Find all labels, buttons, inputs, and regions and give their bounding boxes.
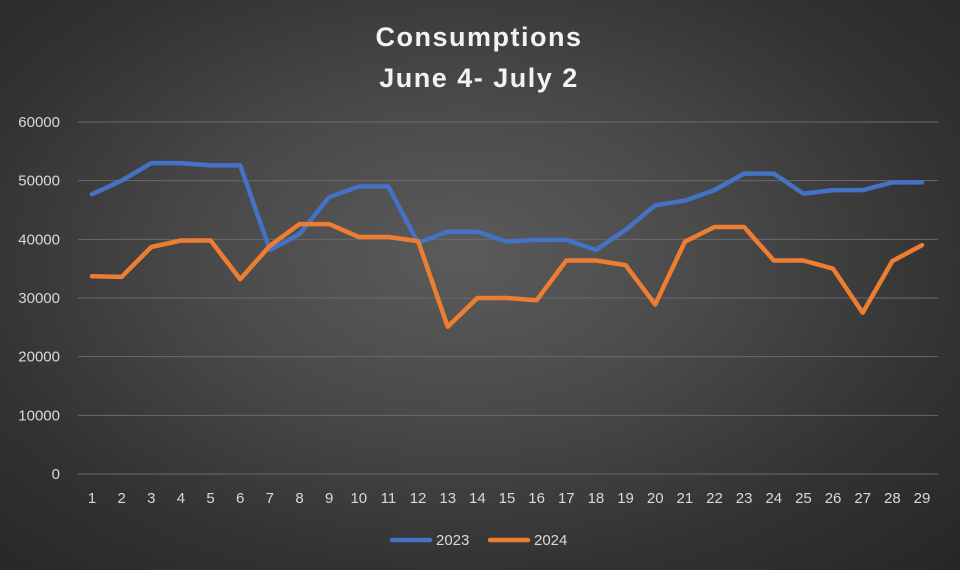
x-tick-label: 22 bbox=[706, 490, 723, 507]
x-tick-label: 14 bbox=[469, 490, 486, 507]
x-tick-label: 16 bbox=[528, 490, 545, 507]
x-axis-tick-labels: 1 2 3 4 5 6 7 8 9 10 11 12 13 14 15 16 17 18 19 20 21 22 23 24 2… bbox=[88, 490, 931, 507]
x-tick-label: 2 bbox=[117, 490, 125, 507]
x-tick-label: 11 bbox=[381, 490, 397, 507]
legend-label-2023: 2023 bbox=[436, 532, 469, 549]
x-tick-label: 17 bbox=[558, 490, 575, 507]
x-tick-label: 27 bbox=[854, 490, 871, 507]
x-tick-label: 24 bbox=[765, 490, 782, 507]
x-tick-label: 25 bbox=[795, 490, 812, 507]
x-tick-label: 23 bbox=[736, 490, 753, 507]
y-tick-label: 10000 bbox=[18, 407, 60, 424]
x-tick-label: 19 bbox=[617, 490, 634, 507]
x-tick-label: 5 bbox=[206, 490, 214, 507]
legend-label-2024: 2024 bbox=[534, 532, 567, 549]
y-tick-label: 20000 bbox=[18, 349, 60, 366]
x-tick-label: 26 bbox=[825, 490, 842, 507]
x-tick-label: 28 bbox=[884, 490, 901, 507]
y-tick-label: 60000 bbox=[18, 114, 60, 131]
x-tick-label: 18 bbox=[588, 490, 605, 507]
x-tick-label: 8 bbox=[295, 490, 303, 507]
gridlines bbox=[78, 121, 938, 475]
x-tick-label: 13 bbox=[439, 490, 456, 507]
series-lines bbox=[89, 160, 925, 329]
x-tick-label: 21 bbox=[677, 490, 694, 507]
x-tick-label: 15 bbox=[499, 490, 516, 507]
x-tick-label: 6 bbox=[236, 490, 244, 507]
x-tick-label: 1 bbox=[88, 490, 96, 507]
chart-subtitle: June 4- July 2 bbox=[379, 63, 579, 93]
y-tick-label: 40000 bbox=[18, 231, 60, 248]
y-tick-label: 30000 bbox=[18, 290, 60, 307]
y-tick-label: 0 bbox=[52, 466, 60, 483]
y-axis-tick-labels: 0 10000 20000 30000 40000 50000 60000 bbox=[18, 114, 60, 483]
legend: 2023 2024 bbox=[389, 532, 567, 549]
y-tick-label: 50000 bbox=[18, 173, 60, 190]
x-tick-label: 9 bbox=[325, 490, 333, 507]
chart-title: Consumptions bbox=[376, 22, 583, 52]
x-tick-label: 3 bbox=[147, 490, 155, 507]
x-tick-label: 7 bbox=[266, 490, 274, 507]
x-tick-label: 4 bbox=[177, 490, 185, 507]
x-tick-label: 10 bbox=[350, 490, 367, 507]
x-tick-label: 12 bbox=[410, 490, 427, 507]
x-tick-label: 20 bbox=[647, 490, 664, 507]
x-tick-label: 29 bbox=[914, 490, 931, 507]
series-line-2024 bbox=[89, 221, 925, 329]
series-line-2023 bbox=[89, 160, 925, 253]
